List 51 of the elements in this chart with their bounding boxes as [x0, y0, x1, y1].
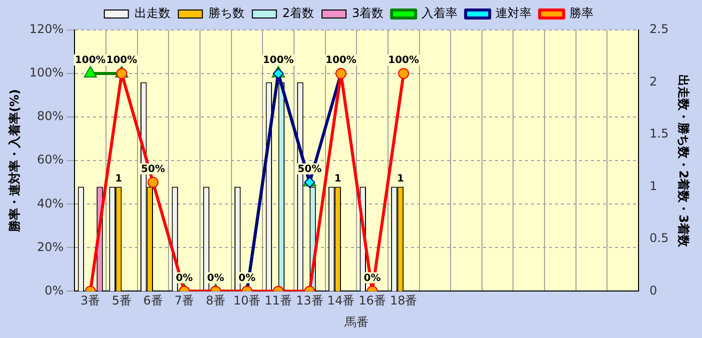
data-label: 1: [396, 173, 404, 184]
y-tick-label: 20%: [37, 240, 64, 254]
legend-label: 連対率: [496, 6, 532, 20]
x-tick-label: 14番: [327, 294, 355, 308]
y2-tick-label: 2.5: [650, 22, 669, 36]
x-tick-label: 3番: [80, 294, 100, 308]
data-label: 0%: [207, 272, 224, 284]
y-tick-label: 120%: [29, 22, 64, 36]
x-tick-label: 5番: [112, 294, 132, 308]
data-label: 50%: [298, 164, 322, 175]
y2-tick-label: 0.5: [650, 231, 669, 246]
data-label: 0%: [364, 272, 381, 284]
y-tick-label: 60%: [37, 152, 64, 167]
point: [398, 68, 410, 80]
data-label: 1: [334, 173, 342, 184]
x-tick-label: 7番: [174, 294, 194, 308]
legend-label: 勝率: [570, 6, 594, 20]
data-label: 100%: [106, 55, 138, 66]
x-tick-label: 13番: [296, 294, 324, 308]
x-tick-label: 18番: [390, 294, 418, 308]
y2-tick-label: 1.5: [650, 126, 669, 141]
legend-label: 入着率: [422, 6, 458, 20]
data-label: 100%: [388, 55, 420, 66]
legend-label: 2着数: [282, 6, 314, 20]
point: [148, 176, 159, 188]
y2-tick-label: 2: [650, 74, 658, 88]
y2-axis-title: 出走数・勝ち数・2着数・3着数: [676, 74, 691, 248]
y-tick-label: 0%: [44, 283, 64, 298]
y-tick-label: 100%: [29, 66, 64, 80]
x-tick-label: 6番: [143, 294, 163, 308]
y-axis-title: 勝率・連対率・入着率(%): [7, 89, 22, 234]
legend-label: 勝ち数: [208, 6, 244, 20]
point: [116, 68, 128, 80]
y2-tick-label: 1: [650, 178, 658, 193]
x-tick-label: 8番: [206, 294, 226, 308]
data-label: 1: [115, 173, 122, 184]
data-label: 100%: [262, 55, 294, 66]
data-label: 100%: [325, 55, 356, 66]
x-tick-label: 16番: [358, 294, 386, 308]
data-label: 50%: [141, 164, 165, 175]
y2-tick-label: 0: [650, 283, 658, 298]
x-tick-label: 11番: [264, 294, 292, 308]
data-label: 0%: [176, 272, 193, 284]
y-tick-label: 80%: [37, 109, 64, 124]
x-tick-label: 10番: [233, 294, 261, 308]
data-label: 100%: [74, 55, 106, 66]
data-label: 0%: [238, 272, 256, 284]
x-axis-title: 馬番: [344, 314, 369, 329]
y-tick-label: 40%: [37, 196, 64, 210]
legend-label: 3着数: [352, 6, 384, 20]
legend-label: 出走数: [134, 6, 170, 20]
